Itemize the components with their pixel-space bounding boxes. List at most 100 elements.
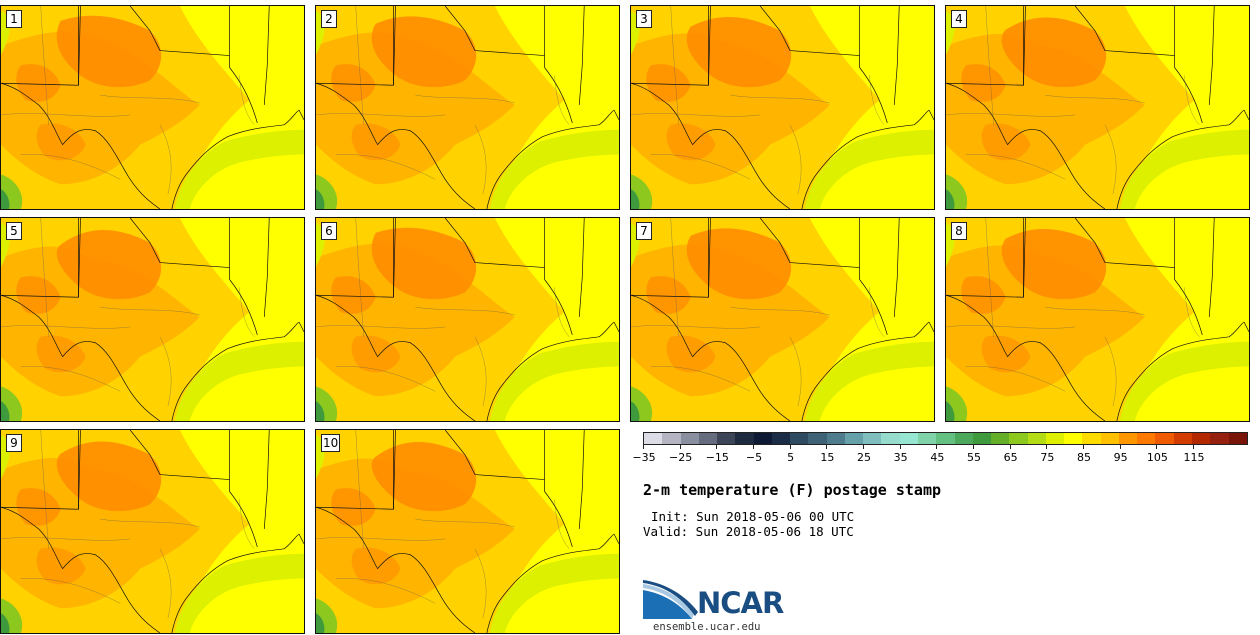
temperature-map <box>631 6 934 209</box>
colorbar-tick <box>1009 445 1011 449</box>
colorbar-tick <box>679 445 681 449</box>
colorbar-swatch <box>698 433 718 444</box>
temperature-map <box>1 6 304 209</box>
member-number-label: 3 <box>636 10 652 28</box>
colorbar-swatch <box>881 433 900 444</box>
member-number-label: 9 <box>6 434 22 452</box>
colorbar-ticks: −35 −25 −15 −5 5 15 25 35 45 55 65 75 85 95 105 115 <box>632 445 1248 465</box>
ensemble-member-panel: 2 <box>315 5 620 210</box>
colorbar <box>643 432 1248 445</box>
member-number-label: 6 <box>321 222 337 240</box>
colorbar-tick <box>1156 445 1158 449</box>
colorbar-swatch <box>771 433 791 444</box>
figure-title: 2-m temperature (F) postage stamp <box>643 481 942 499</box>
colorbar-swatch <box>826 433 845 444</box>
colorbar-tick-label: 35 <box>893 451 908 464</box>
ncar-logo-icon <box>643 580 698 619</box>
temperature-map <box>1 218 304 421</box>
ensemble-member-panel: 6 <box>315 217 620 422</box>
colorbar-swatch <box>1191 433 1211 444</box>
colorbar-swatch <box>936 433 955 444</box>
colorbar-tick-label: 75 <box>1040 451 1055 464</box>
ensemble-member-panel: 1 <box>0 5 305 210</box>
member-number-label: 8 <box>951 222 967 240</box>
colorbar-swatch <box>863 433 882 444</box>
ensemble-member-panel: 3 <box>630 5 935 210</box>
colorbar-tick <box>643 445 644 449</box>
temperature-map <box>946 218 1249 421</box>
colorbar-swatch <box>680 433 699 444</box>
colorbar-tick <box>753 445 754 449</box>
colorbar-swatch <box>735 433 754 444</box>
colorbar-tick-label: 65 <box>1003 451 1018 464</box>
temperature-map <box>946 6 1249 209</box>
colorbar-swatch <box>1082 433 1101 444</box>
logo-url: ensemble.ucar.edu <box>653 621 761 633</box>
colorbar-swatch <box>899 433 918 444</box>
temperature-map <box>631 218 934 421</box>
colorbar-swatch <box>1100 433 1119 444</box>
ensemble-member-panel: 5 <box>0 217 305 422</box>
ensemble-member-panel: 10 <box>315 429 620 634</box>
temperature-map <box>316 218 619 421</box>
colorbar-swatch <box>991 433 1010 444</box>
colorbar-swatch <box>1009 433 1028 444</box>
colorbar-tick <box>716 445 718 449</box>
colorbar-swatch <box>1064 433 1083 444</box>
colorbar-tick-label: −15 <box>705 451 729 464</box>
colorbar-swatch <box>844 433 864 444</box>
ensemble-member-panel: 9 <box>0 429 305 634</box>
colorbar-tick <box>789 445 791 449</box>
colorbar-swatch <box>1210 433 1229 444</box>
colorbar-tick-label: 85 <box>1077 451 1091 464</box>
colorbar-tick-label: −25 <box>669 451 693 464</box>
member-number-label: 2 <box>321 10 337 28</box>
colorbar-tick <box>826 445 828 449</box>
colorbar-swatch <box>808 433 827 444</box>
colorbar-swatch <box>1137 433 1156 444</box>
member-number-label: 4 <box>951 10 967 28</box>
colorbar-tick <box>1193 445 1194 449</box>
colorbar-swatch <box>790 433 809 444</box>
member-number-label: 7 <box>636 222 652 240</box>
colorbar-tick <box>863 445 864 449</box>
colorbar-tick <box>936 445 938 449</box>
colorbar-swatch <box>644 433 663 444</box>
colorbar-swatch <box>954 433 973 444</box>
colorbar-tick <box>1119 445 1121 449</box>
colorbar-tick-label: −35 <box>632 451 656 464</box>
colorbar-tick-label: 5 <box>787 451 795 464</box>
valid-time: Valid: Sun 2018-05-06 18 UTC <box>643 524 854 539</box>
colorbar-tick-label: 15 <box>820 451 835 464</box>
colorbar-tick-label: 45 <box>930 451 945 464</box>
colorbar-swatch <box>1045 433 1065 444</box>
colorbar-swatch <box>1173 433 1192 444</box>
ensemble-member-panel: 8 <box>945 217 1250 422</box>
colorbar-tick-label: 95 <box>1113 451 1128 464</box>
temperature-map <box>316 6 619 209</box>
colorbar-tick-label: 25 <box>857 451 871 464</box>
init-time: Init: Sun 2018-05-06 00 UTC <box>651 509 855 524</box>
member-number-label: 1 <box>6 10 22 28</box>
colorbar-swatch <box>753 433 772 444</box>
colorbar-tick <box>973 445 974 449</box>
logo-wordmark: NCAR <box>697 586 784 620</box>
member-number-label: 5 <box>6 222 22 240</box>
ensemble-member-panel: 4 <box>945 5 1250 210</box>
colorbar-swatch <box>1118 433 1138 444</box>
temperature-map <box>316 430 619 633</box>
colorbar-swatch <box>1155 433 1174 444</box>
colorbar-tick <box>1083 445 1084 449</box>
temperature-map <box>1 430 304 633</box>
colorbar-tick <box>1046 445 1048 449</box>
colorbar-swatch <box>1228 433 1247 444</box>
ensemble-member-panel: 7 <box>630 217 935 422</box>
colorbar-swatch <box>717 433 736 444</box>
colorbar-tick-label: 115 <box>1183 451 1205 464</box>
colorbar-swatch <box>662 433 681 444</box>
colorbar-tick-label: −5 <box>745 451 763 464</box>
colorbar-tick-label: 105 <box>1146 451 1168 464</box>
colorbar-swatch <box>1027 433 1046 444</box>
colorbar-swatch <box>972 433 992 444</box>
colorbar-tick-label: 55 <box>967 451 981 464</box>
